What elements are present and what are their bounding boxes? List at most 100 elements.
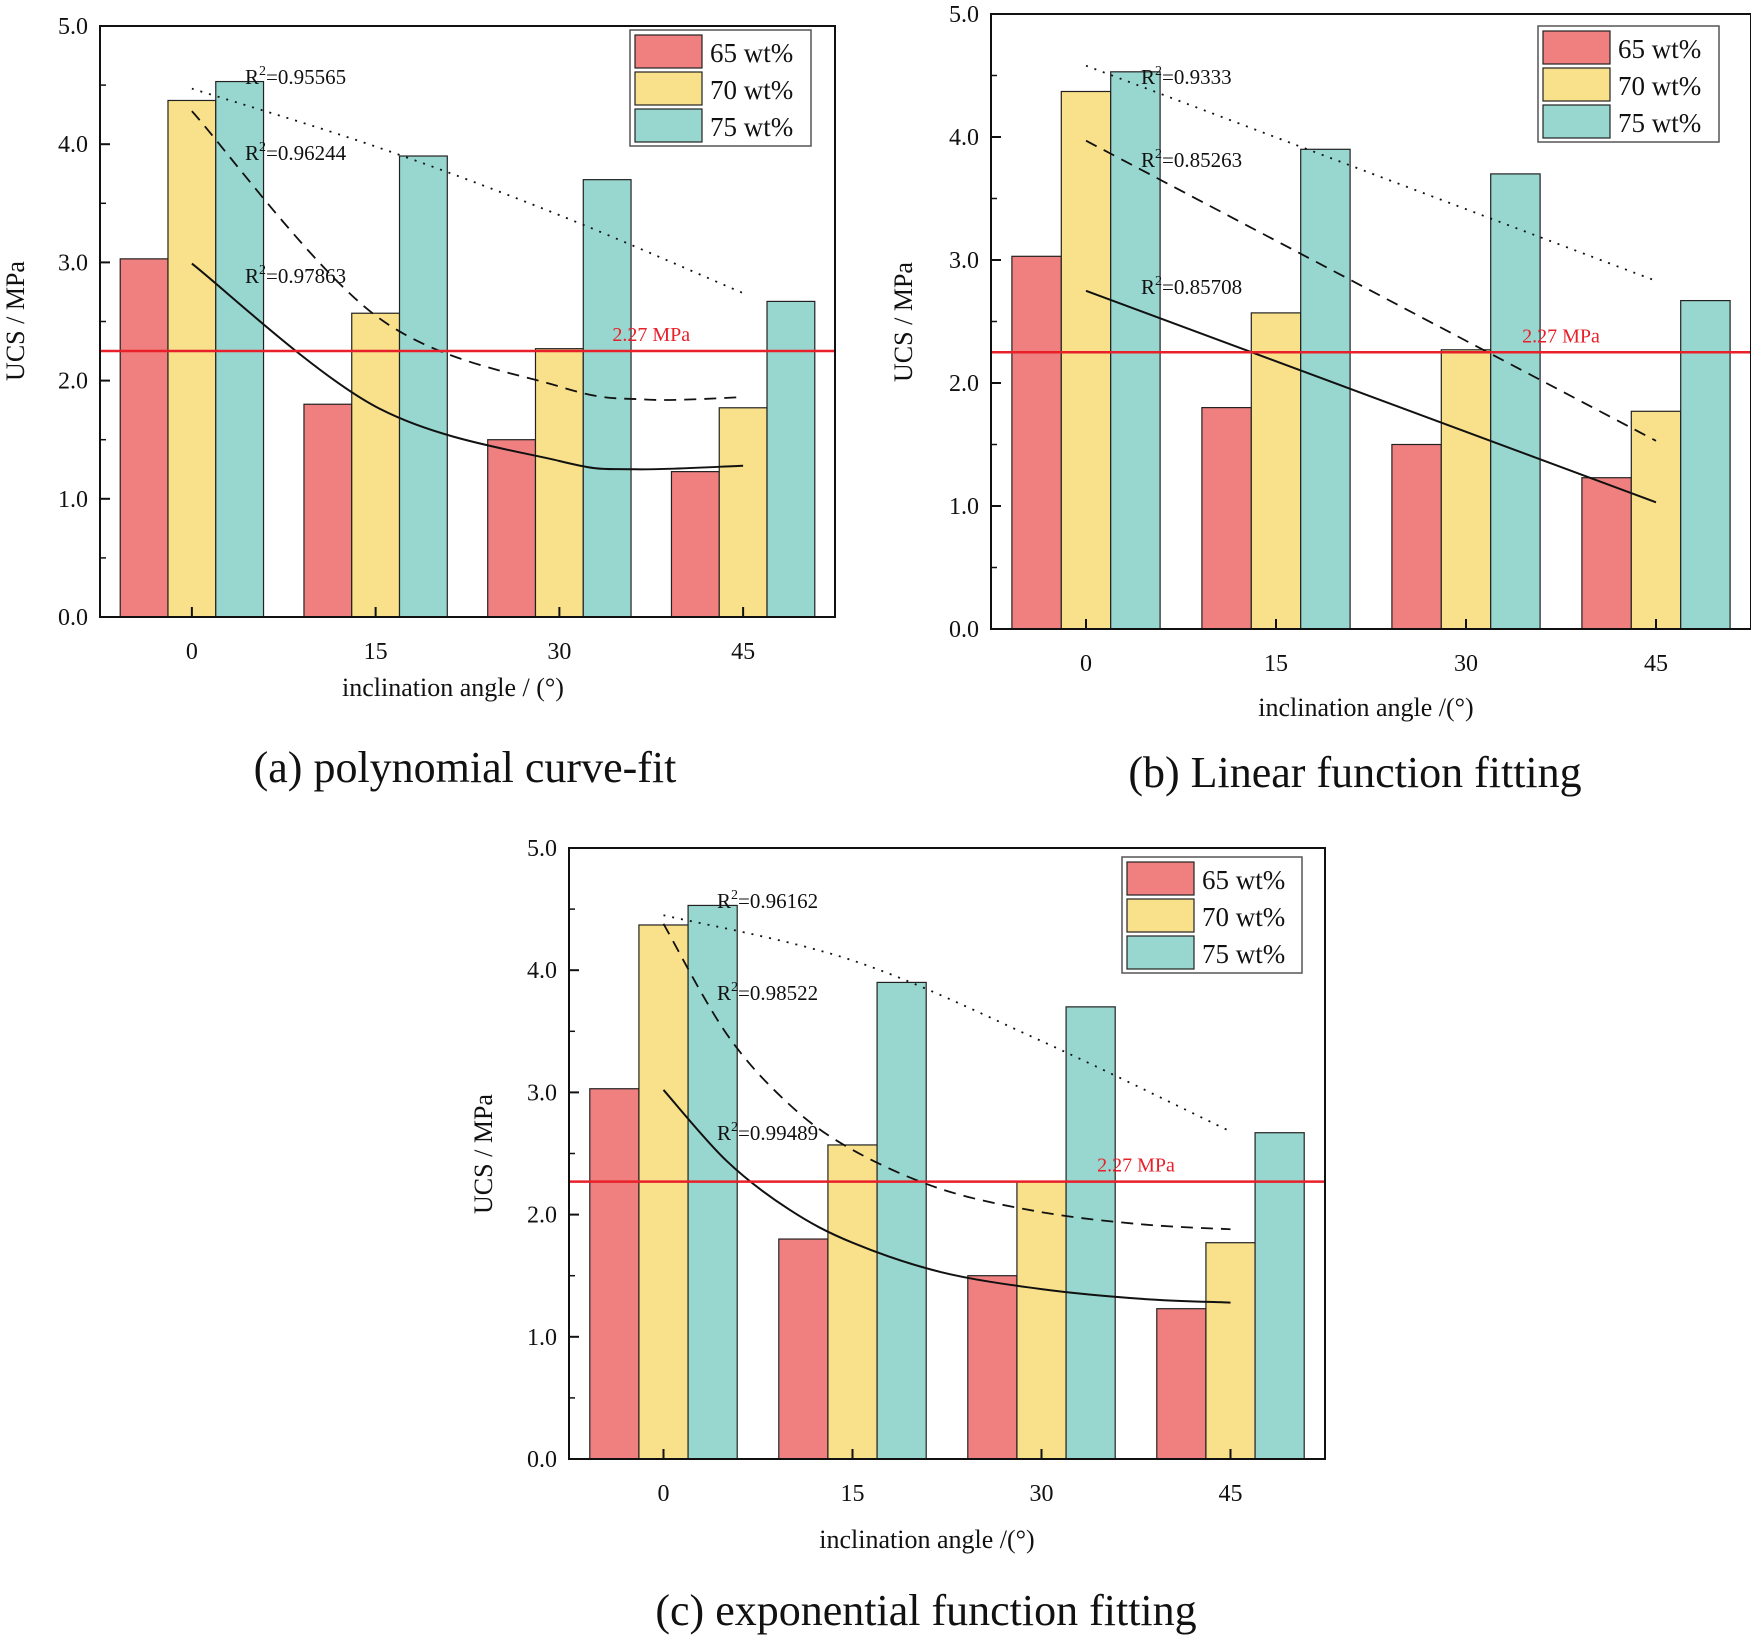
bar-65-wt-angle-0	[119, 258, 169, 618]
x-tick-label: 45	[1644, 651, 1668, 677]
x-tick-label: 45	[731, 639, 755, 665]
panel-c: 2.27 MPa R2=0.99489R2=0.98522R2=0.96162 …	[469, 836, 1326, 1635]
x-axis-title: inclination angle /(°)	[1258, 693, 1473, 722]
x-tick-label: 15	[1264, 651, 1288, 677]
y-tick-label: 2.0	[527, 1203, 557, 1229]
y-tick-label: 3.0	[949, 248, 979, 274]
y-tick-label: 5.0	[949, 2, 979, 28]
panel-a-fit-lines	[191, 87, 744, 471]
bar-75-wt-angle-45	[1254, 1132, 1305, 1460]
fit-line-70-wt	[191, 110, 744, 401]
x-tick-label: 15	[841, 1481, 865, 1507]
bar-70-wt-angle-0	[638, 924, 689, 1460]
y-tick-label: 0.0	[527, 1447, 557, 1473]
legend-swatch-65	[634, 34, 703, 69]
bar-65-wt-angle-30	[967, 1275, 1018, 1460]
bar-65-wt-angle-45	[670, 471, 720, 618]
r2-label-70-wt: R2=0.96244	[245, 140, 347, 165]
bar-65-wt-angle-30	[1391, 443, 1442, 630]
y-axis-title: UCS / MPa	[1, 261, 30, 381]
bar-75-wt-angle-15	[1300, 148, 1351, 630]
bar-70-wt-angle-30	[1440, 349, 1492, 630]
panel-c-threshold: 2.27 MPa	[569, 1155, 1325, 1183]
y-tick-label: 5.0	[58, 14, 88, 40]
bar-70-wt-angle-30	[1016, 1181, 1067, 1460]
panel-a-legend: 65 wt% 70 wt% 75 wt%	[629, 29, 812, 147]
legend-swatch-70	[1542, 67, 1611, 102]
bar-75-wt-angle-30	[1065, 1006, 1116, 1460]
bar-70-wt-angle-0	[1060, 90, 1112, 630]
fit-line-65-wt	[191, 262, 744, 471]
x-tick-label: 0	[186, 639, 198, 665]
legend-label-70: 70 wt%	[710, 75, 793, 105]
y-tick-label: 2.0	[949, 371, 979, 397]
x-tick-label: 30	[547, 639, 571, 665]
bar-65-wt-angle-0	[1011, 255, 1062, 630]
r2-label-65-wt: R2=0.99489	[717, 1120, 818, 1145]
bar-75-wt-angle-45	[1680, 299, 1731, 630]
bar-75-wt-angle-30	[1490, 173, 1541, 630]
panel-a-threshold: 2.27 MPa	[100, 324, 835, 353]
y-tick-label: 1.0	[527, 1325, 557, 1351]
legend-label-70: 70 wt%	[1618, 71, 1701, 101]
y-axis-title: UCS / MPa	[889, 262, 918, 382]
bar-75-wt-angle-15	[876, 981, 927, 1460]
panel-c-fit-lines	[662, 914, 1231, 1304]
y-tick-label: 1.0	[949, 494, 979, 520]
fit-line-70-wt	[662, 923, 1231, 1231]
legend-swatch-70	[1126, 898, 1195, 933]
y-axis-title: UCS / MPa	[469, 1094, 498, 1214]
panel-c-bars	[589, 904, 1305, 1460]
panel-c-y-axis: 0.0 1.0 2.0 3.0 4.0 5.0	[527, 836, 579, 1473]
y-tick-label: 5.0	[527, 836, 557, 862]
bar-65-wt-angle-15	[1201, 407, 1252, 630]
panel-a-y-axis: 0.0 1.0 2.0 3.0 4.0 5.0	[58, 14, 110, 631]
y-tick-label: 4.0	[949, 125, 979, 151]
bar-65-wt-angle-45	[1581, 477, 1632, 630]
legend-swatch-75	[1542, 104, 1611, 139]
panel-a-bars	[119, 80, 816, 618]
bar-70-wt-angle-45	[1205, 1242, 1256, 1460]
bar-75-wt-angle-15	[398, 155, 448, 618]
panel-b-y-axis: 0.0 1.0 2.0 3.0 4.0 5.0	[949, 2, 1001, 643]
y-tick-label: 0.0	[58, 605, 88, 631]
threshold-label: 2.27 MPa	[612, 324, 690, 346]
fit-line-70-wt	[1085, 139, 1657, 442]
legend-label-75: 75 wt%	[1618, 108, 1701, 138]
x-tick-label: 30	[1030, 1481, 1054, 1507]
legend-swatch-65	[1126, 861, 1195, 896]
fit-line-65-wt	[662, 1089, 1231, 1304]
legend-swatch-65	[1542, 30, 1611, 65]
legend-label-65: 65 wt%	[1202, 865, 1285, 895]
x-axis-title: inclination angle /(°)	[819, 1525, 1034, 1554]
panel-b-threshold: 2.27 MPa	[991, 325, 1751, 354]
bar-65-wt-angle-15	[778, 1238, 829, 1460]
fit-line-75-wt	[1085, 64, 1657, 282]
x-tick-label: 45	[1219, 1481, 1243, 1507]
x-tick-label: 0	[658, 1481, 670, 1507]
panel-caption: (b) Linear function fitting	[1128, 748, 1581, 797]
legend-label-70: 70 wt%	[1202, 902, 1285, 932]
bar-70-wt-angle-45	[1630, 410, 1682, 630]
legend-label-65: 65 wt%	[1618, 34, 1701, 64]
y-tick-label: 3.0	[58, 250, 88, 276]
panel-a: 2.27 MPa R2=0.97863R2=0.96244R2=0.95565 …	[1, 14, 836, 792]
panel-caption: (a) polynomial curve-fit	[254, 743, 677, 792]
bar-70-wt-angle-30	[534, 348, 584, 618]
y-tick-label: 4.0	[527, 958, 557, 984]
panel-b-legend: 65 wt% 70 wt% 75 wt%	[1537, 25, 1720, 143]
legend-swatch-75	[634, 108, 703, 143]
legend-label-75: 75 wt%	[1202, 939, 1285, 969]
bar-65-wt-angle-0	[589, 1088, 640, 1460]
panel-b-x-axis: 0 15 30 45	[1080, 619, 1668, 677]
x-tick-label: 30	[1454, 651, 1478, 677]
legend-label-75: 75 wt%	[710, 112, 793, 142]
bar-75-wt-angle-0	[215, 80, 265, 618]
legend-swatch-70	[634, 71, 703, 106]
bar-70-wt-angle-45	[718, 407, 768, 618]
legend-label-65: 65 wt%	[710, 38, 793, 68]
bar-65-wt-angle-30	[487, 439, 537, 618]
panel-b-bars	[1011, 71, 1731, 630]
fit-line-65-wt	[1085, 289, 1657, 504]
